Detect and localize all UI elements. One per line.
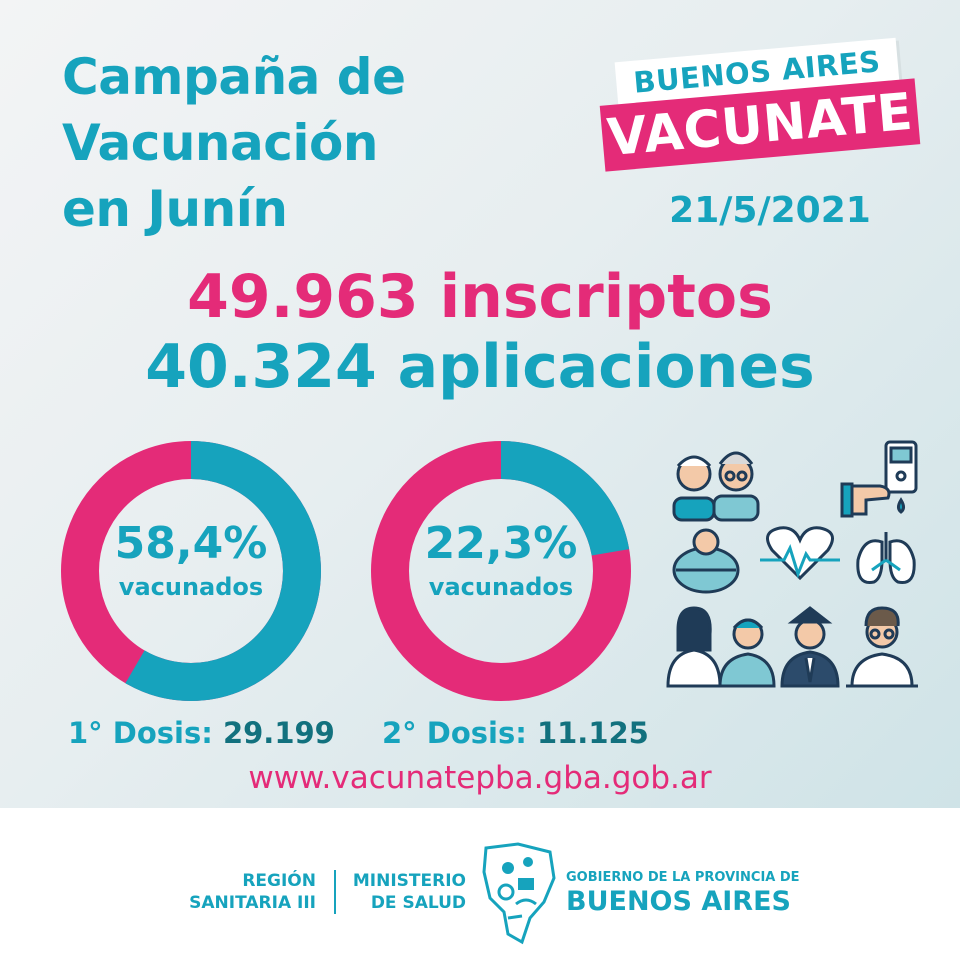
donut-percentage: 58,4% [114, 518, 268, 569]
donut-second-dose: 22,3% vacunados [370, 440, 632, 702]
dose-value: 29.199 [222, 716, 335, 750]
dose-value: 11.125 [536, 716, 649, 750]
stat-aplicaciones: 40.324 aplicaciones [145, 332, 815, 402]
dose-label: 1° Dosis: [68, 716, 213, 750]
second-dose-count: 2° Dosis: 11.125 [382, 716, 649, 750]
footer: REGIÓN SANITARIA III MINISTERIO DE SALUD… [0, 808, 960, 960]
title-line-2: Vacunación [62, 114, 379, 172]
donut-vaccinated-arc [61, 441, 321, 701]
page-title: Campaña de Vacunación en Junín [62, 44, 482, 242]
health-workers-icon [666, 606, 776, 688]
vacunate-logo: BUENOS AIRES VACUNATE [598, 37, 928, 172]
region-line-1: REGIÓN [242, 871, 316, 891]
title-line-3: en Junín [62, 180, 288, 238]
first-dose-count: 1° Dosis: 29.199 [68, 716, 335, 750]
government-label-large: BUENOS AIRES [566, 886, 791, 917]
website-url[interactable]: www.vacunatepba.gba.gob.ar [248, 760, 712, 796]
ministry-line-2: DE SALUD [370, 893, 466, 913]
heartbeat-icon [760, 526, 840, 581]
hero-panel: Campaña de Vacunación en Junín BUENOS AI… [0, 0, 960, 808]
province-map-logo-icon [482, 842, 556, 945]
donut-vaccinated-arc [371, 441, 631, 701]
donut-label: vacunados [428, 573, 574, 601]
police-officer-icon [780, 606, 840, 688]
ministry-line-1: MINISTERIO [352, 871, 466, 891]
donut-second-dose-chart [371, 441, 631, 701]
footer-divider [334, 870, 336, 914]
report-date: 21/5/2021 [669, 190, 871, 231]
donut-percentage: 22,3% [424, 518, 578, 569]
donut-label: vacunados [118, 573, 264, 601]
elderly-couple-icon [672, 451, 760, 522]
donut-first-dose-chart [61, 441, 321, 701]
lungs-icon [856, 532, 916, 585]
dose-label: 2° Dosis: [382, 716, 527, 750]
obese-person-icon [672, 528, 740, 594]
title-line-1: Campaña de [62, 48, 406, 106]
ministry-label: MINISTERIO DE SALUD [342, 870, 466, 914]
stat-inscriptos: 49.963 inscriptos [187, 262, 773, 332]
donut-first-dose: 58,4% vacunados [60, 440, 322, 702]
region-label: REGIÓN SANITARIA III [150, 870, 316, 914]
priority-groups-icons [666, 440, 918, 688]
region-line-2: SANITARIA III [189, 893, 316, 913]
teacher-icon [846, 606, 918, 688]
government-label-small: GOBIERNO DE LA PROVINCIA DE [566, 870, 800, 885]
glucose-meter-icon [840, 440, 918, 518]
